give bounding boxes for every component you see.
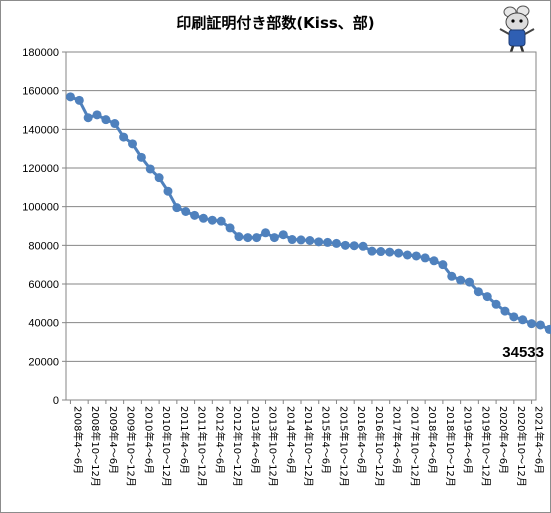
- x-tick-label: 2009年4〜6月: [107, 406, 120, 474]
- y-tick-label: 160000: [22, 86, 59, 98]
- x-tick-label: 2018年10〜12月: [444, 406, 457, 487]
- y-tick-label: 40000: [28, 318, 59, 330]
- data-point: [83, 113, 93, 123]
- data-point: [163, 186, 173, 196]
- data-point: [464, 277, 474, 287]
- data-point: [296, 235, 306, 245]
- data-point: [74, 95, 84, 105]
- y-tick-label: 140000: [22, 124, 59, 136]
- chart-title: 印刷証明付き部数(Kiss、部): [176, 14, 375, 32]
- data-point: [402, 250, 412, 260]
- data-point: [518, 315, 528, 325]
- data-point: [367, 246, 377, 256]
- data-point: [128, 139, 138, 149]
- x-tick-label: 2013年4〜6月: [249, 406, 262, 474]
- data-point: [181, 207, 191, 216]
- x-tick-label: 2011年4〜6月: [178, 406, 191, 474]
- data-point: [438, 260, 448, 270]
- data-point: [500, 306, 510, 316]
- data-point: [172, 203, 182, 213]
- y-tick-label: 20000: [28, 356, 59, 368]
- x-tick-label: 2016年10〜12月: [373, 406, 386, 487]
- data-point: [101, 115, 111, 125]
- x-tick-label: 2012年4〜6月: [213, 406, 226, 474]
- x-tick-label: 2017年10〜12月: [408, 406, 421, 487]
- x-tick-label: 2013年10〜12月: [267, 406, 280, 487]
- x-tick-label: 2011年10〜12月: [196, 406, 209, 487]
- x-tick-label: 2015年10〜12月: [337, 406, 350, 487]
- x-tick-label: 2014年10〜12月: [302, 406, 315, 487]
- data-point: [243, 233, 253, 243]
- x-tick-label: 2020年10〜12月: [515, 406, 528, 487]
- data-point: [340, 240, 350, 250]
- series-line: [69, 95, 551, 332]
- data-point: [110, 119, 120, 129]
- x-tick-label: 2010年10〜12月: [160, 406, 173, 487]
- x-tick-label: 2015年4〜6月: [320, 406, 333, 474]
- data-point: [145, 164, 155, 174]
- data-point: [527, 319, 537, 329]
- data-point: [92, 110, 102, 120]
- data-point: [278, 230, 288, 240]
- y-tick-label: 60000: [28, 279, 59, 291]
- y-tick-label: 80000: [28, 240, 59, 252]
- data-point: [207, 215, 217, 225]
- data-point: [358, 241, 368, 251]
- data-point: [136, 152, 146, 162]
- data-point: [349, 241, 359, 251]
- data-point: [119, 132, 129, 142]
- data-point: [287, 235, 297, 245]
- data-point: [420, 253, 430, 263]
- x-tick-label: 2008年4〜6月: [71, 406, 84, 474]
- y-tick-label: 100000: [22, 202, 59, 214]
- data-point: [411, 251, 421, 261]
- data-point: [429, 256, 439, 266]
- data-point: [225, 223, 235, 233]
- data-point: [491, 299, 501, 309]
- y-tick-label: 180000: [22, 47, 59, 59]
- data-point: [252, 233, 262, 243]
- data-point: [473, 287, 483, 297]
- data-point: [509, 312, 519, 322]
- x-tick-label: 2019年4〜6月: [462, 406, 475, 474]
- data-point: [269, 233, 279, 243]
- data-point: [216, 216, 226, 226]
- data-point: [305, 236, 315, 245]
- data-point: [535, 320, 545, 330]
- data-point: [394, 248, 404, 258]
- x-tick-label: 2018年4〜6月: [426, 406, 439, 474]
- x-tick-label: 2012年10〜12月: [231, 406, 244, 487]
- mascot-illustration: [499, 5, 535, 53]
- x-tick-label: 2008年10〜12月: [89, 406, 102, 487]
- data-point: [376, 247, 386, 257]
- data-point: [190, 210, 200, 220]
- x-tick-label: 2019年10〜12月: [479, 406, 492, 487]
- x-tick-label: 2009年10〜12月: [125, 406, 138, 487]
- y-tick-label: 120000: [22, 163, 59, 175]
- x-tick-label: 2017年4〜6月: [391, 406, 404, 474]
- x-tick-label: 2016年4〜6月: [355, 406, 368, 474]
- last-value-label: 34533: [502, 344, 544, 361]
- x-tick-label: 2020年4〜6月: [497, 406, 510, 474]
- data-point: [65, 92, 75, 102]
- data-point: [198, 213, 208, 223]
- y-tick-label: 0: [53, 395, 59, 407]
- x-tick-label: 2010年4〜6月: [142, 406, 155, 474]
- data-point: [234, 232, 244, 242]
- data-point: [447, 271, 457, 281]
- data-point: [323, 237, 333, 247]
- data-point: [544, 324, 551, 334]
- data-point: [154, 173, 164, 183]
- data-point: [314, 237, 324, 247]
- data-point: [482, 292, 492, 302]
- x-tick-label: 2014年4〜6月: [284, 406, 297, 474]
- x-tick-label: 2021年4〜6月: [533, 406, 546, 474]
- data-point: [456, 275, 466, 285]
- data-point: [261, 228, 271, 238]
- plot-area: [65, 51, 537, 401]
- data-point: [385, 247, 395, 257]
- data-point: [331, 238, 341, 248]
